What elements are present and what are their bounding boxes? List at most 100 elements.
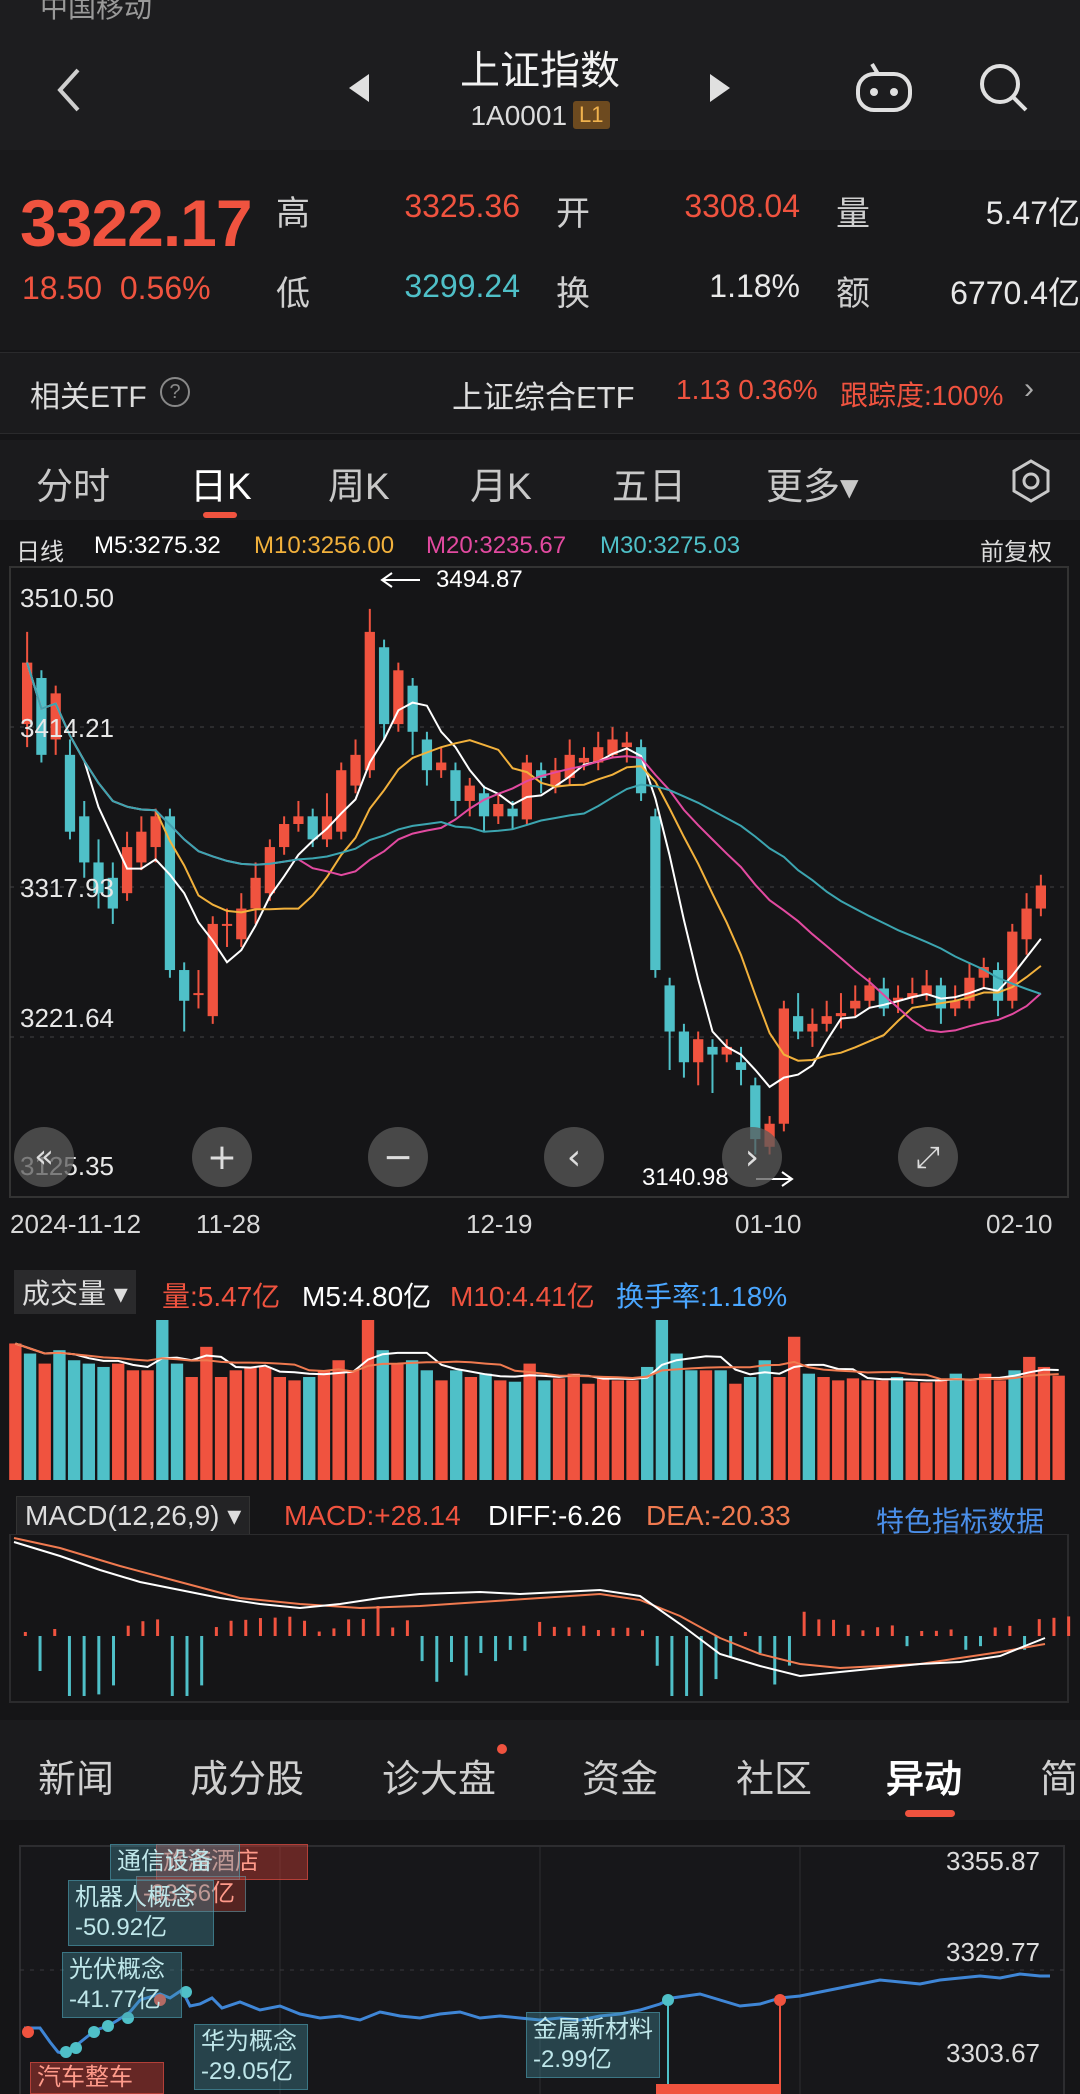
chart-settings-icon[interactable] — [1008, 458, 1054, 504]
amount-label: 额 — [836, 275, 870, 313]
volume-indicator-select[interactable]: 成交量 ▾ — [14, 1270, 136, 1314]
level-badge: L1 — [573, 101, 610, 129]
macd-indicator-select[interactable]: MACD(12,26,9) ▾ — [16, 1496, 251, 1535]
candle — [807, 1023, 818, 1032]
ma-period: 日线 — [16, 539, 64, 566]
zoom-out-button[interactable]: − — [368, 1127, 428, 1187]
price-change: 18.50 0.56% — [22, 270, 211, 307]
volume-bar — [920, 1382, 933, 1480]
etf-name[interactable]: 上证综合ETF — [452, 380, 635, 415]
candle — [892, 997, 904, 1001]
candle — [278, 824, 290, 848]
next-stock-icon[interactable] — [704, 70, 734, 106]
feature-indicator-link[interactable]: 特色指标数据 — [876, 1506, 1045, 1537]
tab-news[interactable]: 新闻 — [38, 1759, 115, 1801]
candle — [564, 754, 575, 778]
volume-bar — [626, 1380, 639, 1480]
tab-more-partial[interactable]: 简 — [1040, 1759, 1079, 1801]
macd-chart[interactable] — [0, 1534, 1080, 1704]
candle — [79, 816, 90, 863]
tab-diagnosis[interactable]: 诊大盘 — [382, 1759, 497, 1801]
date-axis: 2024-11-12 11-28 12-19 01-10 02-10 — [0, 1205, 1080, 1245]
annotation-label: 光伏概念 — [69, 1956, 165, 1983]
annotation-tourism[interactable]: 旅游酒店 — [156, 1844, 308, 1880]
macd-legend: MACD:+28.14 DIFF:-6.26 DEA:-20.33 特色指标数据 — [0, 1492, 1080, 1538]
tab-funds[interactable]: 资金 — [582, 1759, 659, 1801]
candle — [978, 966, 989, 978]
ai-assistant-icon[interactable] — [852, 60, 916, 116]
annotation-robot[interactable]: 机器人概念 -50.92亿 — [68, 1880, 214, 1946]
tab-daily-k[interactable]: 日K — [190, 466, 252, 507]
volume-bar — [38, 1363, 51, 1480]
volume-bar — [200, 1346, 213, 1480]
volume-bar — [1008, 1370, 1021, 1480]
volume-bar — [288, 1380, 301, 1480]
volume-bar — [787, 1336, 801, 1480]
volume-bar — [567, 1373, 580, 1480]
fullscreen-icon: ⤢ — [916, 1140, 940, 1175]
candle — [935, 985, 947, 1009]
tab-five-day[interactable]: 五日 — [612, 466, 686, 507]
tab-weekly-k[interactable]: 周K — [328, 466, 390, 507]
annotation-auto[interactable]: 汽车整车 — [30, 2062, 164, 2094]
volume-bar — [244, 1366, 257, 1480]
candle — [950, 1000, 961, 1009]
annotation-solar[interactable]: 光伏概念 -41.77亿 — [62, 1952, 182, 2018]
candle — [221, 923, 233, 926]
tab-community[interactable]: 社区 — [736, 1759, 813, 1801]
volume-bar — [156, 1320, 169, 1480]
tab-intraday[interactable]: 分时 — [36, 466, 110, 507]
chevron-right-icon[interactable]: › — [1024, 372, 1034, 405]
volume-bar — [332, 1360, 345, 1480]
help-icon[interactable]: ? — [160, 377, 190, 407]
prev-stock-icon[interactable] — [345, 70, 375, 106]
volume-legend: 量:5.47亿 M5:4.80亿 M10:4.41亿 换手率:1.18% — [0, 1265, 1080, 1312]
candle — [635, 747, 647, 794]
annotation-huawei[interactable]: 华为概念 -29.05亿 — [194, 2024, 308, 2090]
volume-bar — [391, 1363, 404, 1480]
tab-monthly-k[interactable]: 月K — [470, 466, 532, 507]
candle — [650, 816, 661, 971]
open-label: 开 — [556, 195, 590, 233]
volume-bar — [494, 1380, 507, 1480]
candle — [121, 847, 133, 894]
kline-chart[interactable]: 3510.50 3414.21 3317.93 3221.64 3125.35 … — [0, 565, 1080, 1205]
tab-constituents[interactable]: 成分股 — [190, 1759, 305, 1801]
candle — [293, 816, 304, 825]
candle — [350, 754, 361, 786]
annotation-metal[interactable]: 金属新材料 -2.99亿 — [526, 2012, 660, 2078]
back-arrow-icon[interactable] — [50, 60, 90, 120]
search-icon[interactable] — [976, 60, 1032, 116]
candle — [64, 754, 76, 832]
candle — [992, 970, 1004, 1001]
plus-icon: + — [207, 1137, 237, 1178]
volume-bar — [479, 1373, 492, 1480]
volume-bar — [23, 1353, 37, 1480]
volume-bar — [979, 1373, 992, 1480]
volume-bar — [596, 1377, 610, 1480]
annotation-telecom[interactable]: 通信设备 — [110, 1844, 240, 1880]
chevron-left-icon: ‹ — [567, 1137, 581, 1178]
zoom-out-fast-button[interactable]: « — [14, 1127, 74, 1187]
candle — [464, 785, 475, 801]
candle — [136, 831, 147, 863]
annotation-label: 金属新材料 — [533, 2016, 653, 2043]
fullscreen-button[interactable]: ⤢ — [898, 1127, 958, 1187]
volume-chart[interactable] — [0, 1310, 1080, 1490]
tab-movements[interactable]: 异动 — [886, 1759, 963, 1801]
candle — [50, 693, 61, 740]
adjust-mode[interactable]: 前复权 — [980, 539, 1052, 566]
ma10-value: M10:3256.00 — [254, 532, 395, 559]
scroll-right-button[interactable]: › — [722, 1127, 782, 1187]
volume-bar — [112, 1363, 125, 1480]
volume-bar — [538, 1380, 551, 1480]
change-value: 18.50 — [22, 270, 103, 306]
zoom-in-button[interactable]: + — [192, 1127, 252, 1187]
candle — [250, 877, 261, 909]
scroll-left-button[interactable]: ‹ — [544, 1127, 604, 1187]
date-label: 02-10 — [986, 1209, 1053, 1239]
candle — [93, 862, 104, 894]
candle — [393, 670, 404, 725]
tab-more[interactable]: 更多▾ — [766, 466, 859, 507]
candle — [150, 816, 161, 848]
